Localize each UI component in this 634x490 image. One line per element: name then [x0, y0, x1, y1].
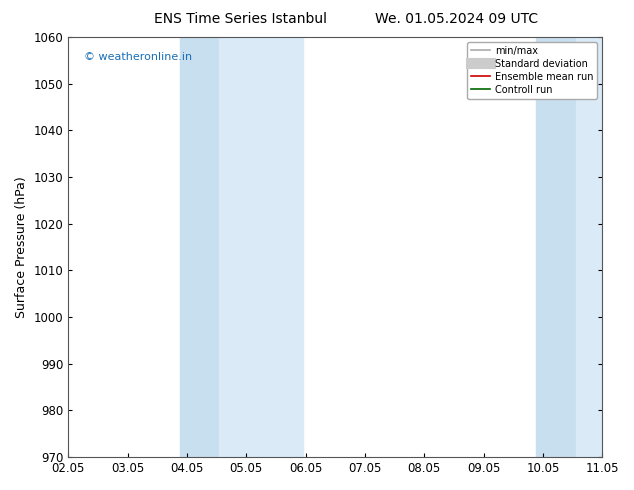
Bar: [219, 37, 302, 457]
Y-axis label: Surface Pressure (hPa): Surface Pressure (hPa): [15, 176, 28, 318]
Bar: [536, 37, 576, 457]
Text: ENS Time Series Istanbul: ENS Time Series Istanbul: [155, 12, 327, 26]
Text: We. 01.05.2024 09 UTC: We. 01.05.2024 09 UTC: [375, 12, 538, 26]
Bar: [179, 37, 219, 457]
Legend: min/max, Standard deviation, Ensemble mean run, Controll run: min/max, Standard deviation, Ensemble me…: [467, 42, 597, 98]
Bar: [576, 37, 632, 457]
Text: © weatheronline.in: © weatheronline.in: [84, 52, 192, 62]
